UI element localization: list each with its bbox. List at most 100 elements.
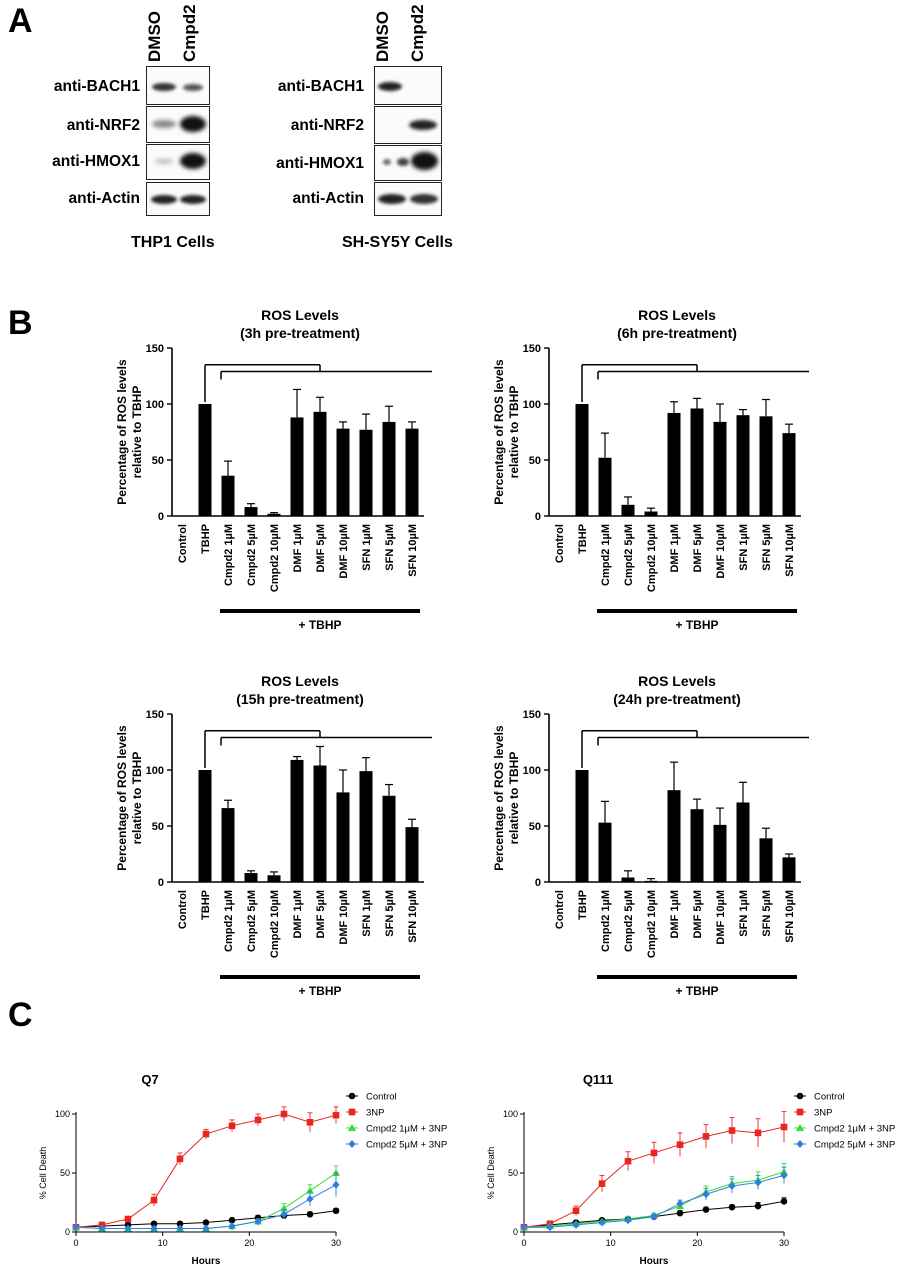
x-tick-label: TBHP — [200, 524, 212, 554]
y-tick-label: 100 — [146, 399, 164, 411]
data-point — [728, 1203, 736, 1211]
data-point — [98, 1224, 106, 1233]
y-tick-label: 100 — [55, 1109, 70, 1119]
chart-subtitle: (15h pre-treatment) — [236, 691, 364, 707]
data-point — [676, 1141, 684, 1148]
x-tick-label: SFN 1µM — [361, 890, 373, 937]
x-tick-label: SFN 5µM — [384, 524, 396, 571]
wb-row-label: anti-HMOX1 — [52, 153, 140, 170]
data-point — [228, 1122, 236, 1130]
data-point — [202, 1224, 210, 1233]
panel-letter-a: A — [8, 2, 33, 40]
blot-strip — [146, 182, 210, 216]
group-line — [220, 609, 420, 613]
data-point — [150, 1196, 158, 1204]
blot-strip — [146, 106, 210, 143]
x-tick-label: Cmpd2 1µM — [600, 890, 612, 952]
legend-label: 3NP — [366, 1108, 384, 1119]
bar — [759, 416, 773, 516]
x-tick-label: Cmpd2 5µM — [623, 524, 635, 586]
bar — [313, 765, 327, 882]
bar — [736, 802, 750, 882]
legend-marker — [796, 1092, 804, 1100]
chart-subtitle: (24h pre-treatment) — [613, 691, 741, 707]
data-point — [176, 1224, 184, 1233]
bar — [690, 408, 704, 516]
x-tick-label: Cmpd2 1µM — [223, 890, 235, 952]
wb-col-label: DMSO — [145, 11, 164, 62]
legend-marker — [796, 1140, 804, 1148]
x-tick-label: Control — [177, 524, 189, 563]
wb-row-label: anti-Actin — [68, 190, 140, 207]
bar — [198, 770, 212, 882]
bar — [782, 857, 796, 882]
data-point — [124, 1215, 132, 1223]
x-tick-label: 10 — [158, 1238, 168, 1248]
legend-label: 3NP — [814, 1108, 832, 1119]
x-tick-label: DMF 1µM — [292, 890, 304, 939]
chart-title: ROS Levels — [638, 307, 716, 323]
x-tick-label: 10 — [606, 1238, 616, 1248]
panel-letter-b: B — [8, 304, 33, 342]
data-point — [780, 1171, 788, 1180]
data-point — [202, 1219, 210, 1226]
group-line — [597, 975, 797, 979]
bar — [598, 457, 612, 516]
bar — [382, 421, 396, 516]
legend-marker — [348, 1140, 356, 1148]
legend-label: Cmpd2 5µM + 3NP — [814, 1140, 895, 1151]
wb-col-label: Cmpd2 — [180, 4, 199, 62]
x-tick-label: SFN 1µM — [738, 524, 750, 571]
bar — [667, 790, 681, 882]
data-point — [572, 1207, 580, 1215]
bar — [359, 771, 373, 882]
y-tick-label: 150 — [146, 709, 164, 721]
group-label: + TBHP — [298, 984, 341, 998]
data-point — [650, 1212, 658, 1221]
x-tick-label: 20 — [244, 1238, 254, 1248]
data-point — [254, 1217, 262, 1226]
bar — [736, 415, 750, 516]
bar — [405, 827, 419, 882]
y-tick-label: 50 — [508, 1168, 518, 1178]
bar — [244, 873, 258, 882]
y-tick-label: 150 — [523, 343, 541, 355]
data-point — [728, 1127, 736, 1134]
data-point — [676, 1209, 684, 1217]
x-tick-label: DMF 10µM — [338, 890, 350, 945]
x-axis-label: Hours — [640, 1256, 669, 1267]
bar — [621, 877, 635, 882]
group-line — [220, 975, 420, 979]
panel-letter-c: C — [8, 996, 33, 1034]
bar — [644, 511, 658, 516]
y-tick-label: 50 — [529, 455, 541, 467]
data-point — [176, 1155, 184, 1163]
data-point — [780, 1198, 788, 1205]
x-tick-label: TBHP — [577, 890, 589, 920]
x-tick-label: 30 — [779, 1238, 789, 1248]
legend-label: Cmpd2 1µM + 3NP — [814, 1124, 895, 1135]
data-point — [624, 1216, 632, 1225]
bar — [336, 428, 350, 516]
ros-bar-chart-3h: ROS Levels (3h pre-treatment) 0 50 100 150 Per… — [115, 307, 432, 632]
x-tick-label: SFN 10µM — [407, 524, 419, 577]
y-axis-label-line: relative to TBHP — [507, 386, 521, 479]
x-tick-label: SFN 5µM — [761, 890, 773, 937]
data-point — [332, 1169, 340, 1176]
data-point — [598, 1180, 606, 1187]
x-tick-label: DMF 10µM — [715, 524, 727, 579]
data-point — [306, 1211, 314, 1218]
data-point — [598, 1218, 606, 1227]
ros-bar-chart-6h: ROS Levels (6h pre-treatment) 0 50 100 150 Per… — [492, 307, 809, 632]
y-axis-label-line: Percentage of ROS levels — [492, 359, 506, 505]
data-point — [306, 1194, 314, 1203]
x-tick-label: SFN 5µM — [761, 524, 773, 571]
data-point — [754, 1178, 762, 1187]
bar — [713, 421, 727, 516]
data-point — [150, 1220, 158, 1228]
blot-strip — [146, 144, 210, 180]
data-point — [72, 1223, 80, 1232]
data-point — [676, 1199, 684, 1208]
y-tick-label: 0 — [513, 1227, 518, 1237]
legend-label: Control — [814, 1092, 845, 1103]
